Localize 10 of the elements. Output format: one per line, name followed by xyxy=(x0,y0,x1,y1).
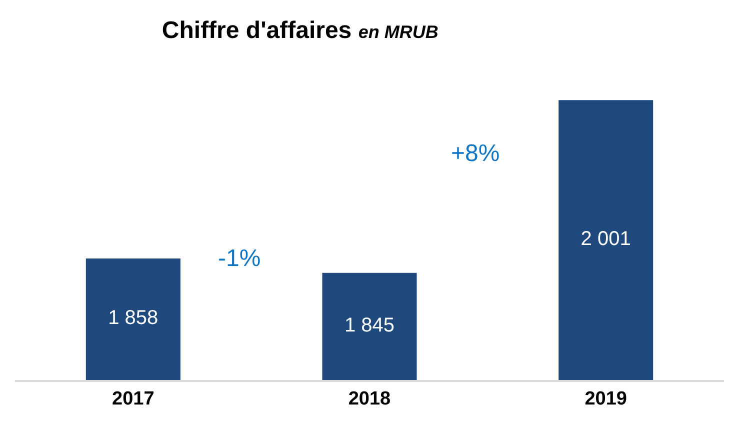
chart-title: Chiffre d'affaires xyxy=(162,17,352,44)
chart-subtitle: en MRUB xyxy=(358,22,438,42)
x-tick-label: 2017 xyxy=(112,388,154,410)
data-label: 2 001 xyxy=(580,228,631,250)
annotation: +8% xyxy=(451,140,500,167)
annotation: -1% xyxy=(218,245,261,272)
x-tick-label: 2019 xyxy=(584,388,627,410)
x-tick-label: 2018 xyxy=(348,388,391,410)
data-label: 1 845 xyxy=(344,314,395,336)
data-label: 1 858 xyxy=(108,307,158,330)
